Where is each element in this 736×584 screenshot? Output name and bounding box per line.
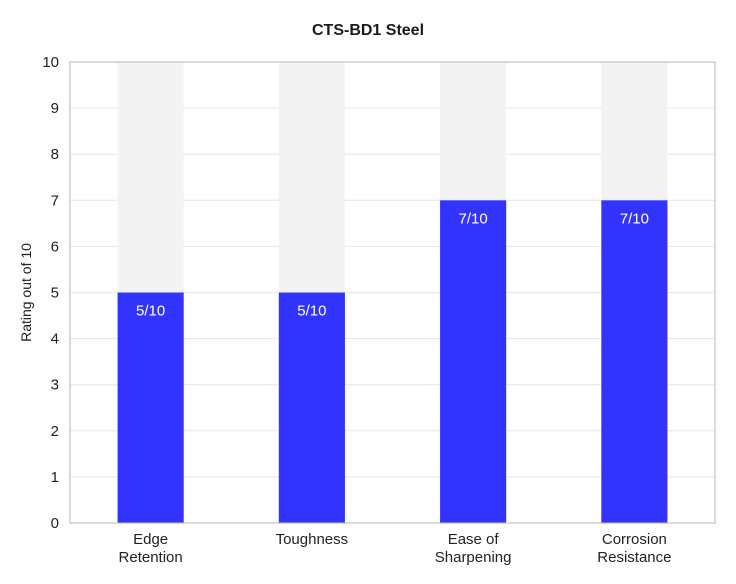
x-category-label: Corrosion Resistance	[597, 531, 671, 566]
y-tick-label: 4	[51, 331, 59, 348]
chart-title: CTS-BD1 Steel	[311, 22, 425, 39]
y-tick-label: 6	[51, 238, 59, 255]
data-label: 5/10	[136, 303, 165, 320]
plot-frame	[69, 61, 716, 524]
bar	[117, 292, 184, 523]
y-tick-label: 2	[51, 423, 59, 440]
y-tick-label: 0	[51, 515, 59, 532]
y-axis-label: Rating out of 10	[18, 243, 34, 342]
y-tick-label: 3	[51, 377, 59, 394]
bar	[440, 200, 507, 524]
data-label: 5/10	[297, 303, 326, 320]
data-label: 7/10	[620, 210, 649, 227]
data-label: 7/10	[459, 210, 488, 227]
y-tick-label: 5	[51, 285, 59, 302]
bar	[601, 200, 668, 524]
y-tick-label: 7	[51, 192, 59, 209]
x-category-label: Edge Retention	[119, 531, 183, 566]
bar	[278, 292, 345, 523]
y-tick-label: 10	[42, 54, 59, 71]
x-category-label: Ease of Sharpening	[435, 531, 512, 566]
x-category-label: Toughness	[276, 531, 349, 548]
y-tick-label: 9	[51, 100, 59, 117]
y-tick-label: 1	[51, 469, 59, 486]
y-tick-label: 8	[51, 146, 59, 163]
